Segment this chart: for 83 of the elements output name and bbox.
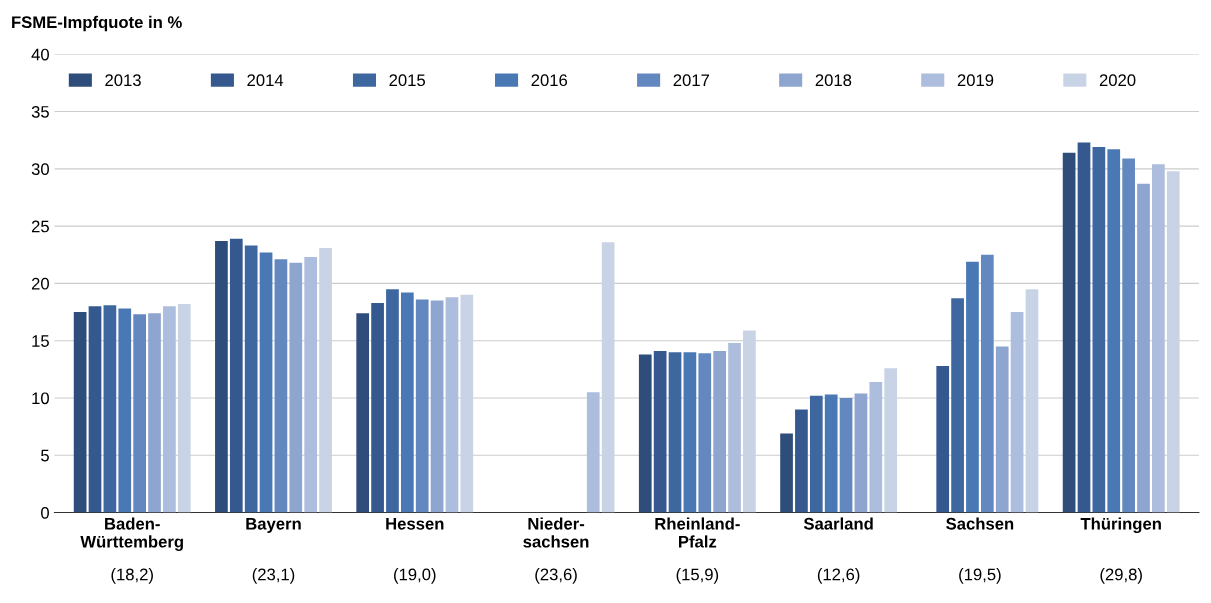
bar: [244, 245, 258, 513]
bar: [88, 306, 102, 513]
bar: [133, 314, 146, 513]
bar: [936, 365, 950, 513]
bar: [1137, 183, 1150, 513]
legend-label: 2014: [247, 74, 284, 87]
bar: [73, 312, 87, 513]
bar: [653, 351, 667, 513]
bar: [274, 259, 288, 513]
bar: [229, 238, 243, 513]
category-label: Bayern (23,1): [246, 518, 301, 584]
legend-label: 2020: [1099, 74, 1136, 87]
y-tick-label: 20: [31, 277, 49, 290]
bar: [1122, 158, 1135, 513]
bar: [980, 254, 994, 513]
category-label: Nieder- sachsen (23,6): [523, 517, 589, 584]
bar: [824, 394, 838, 513]
bar: [1062, 152, 1076, 513]
bar: [103, 305, 117, 513]
bar: [259, 252, 273, 513]
bar: [951, 298, 964, 513]
bar: [1092, 147, 1106, 513]
bar: [1025, 289, 1039, 513]
bar: [430, 300, 444, 513]
category-label: Sachsen (19,5): [946, 517, 1014, 584]
bar: [1152, 164, 1165, 513]
legend-label: 2013: [105, 74, 141, 87]
legend-label: 2015: [389, 74, 426, 87]
bar: [460, 294, 474, 513]
bar: [795, 409, 808, 513]
y-tick-label: 25: [31, 220, 49, 233]
y-tick-label: 15: [32, 335, 49, 347]
bar: [319, 247, 332, 513]
bar: [869, 381, 883, 513]
y-tick-label: 40: [31, 48, 49, 61]
bar: [713, 351, 727, 513]
bar: [148, 313, 161, 513]
bar: [163, 306, 176, 513]
category-label: Hessen (19,0): [386, 518, 444, 584]
bar: [386, 289, 399, 513]
legend-label: 2016: [531, 74, 568, 87]
bar: [177, 304, 191, 513]
bar: [1107, 149, 1121, 513]
bar: [304, 257, 318, 513]
bar: [601, 242, 615, 513]
bar: [371, 302, 384, 513]
bar: [809, 395, 823, 513]
bar: [966, 261, 979, 513]
bar: [1166, 171, 1180, 513]
bar: [668, 352, 682, 513]
y-tick-label: 5: [41, 449, 49, 462]
bar: [995, 346, 1009, 513]
bar: [215, 241, 228, 513]
bar: [698, 353, 712, 513]
category-label: Baden- Württemberg (18,2): [80, 517, 183, 584]
bar: [743, 330, 756, 513]
category-label: Saarland (12,6): [803, 517, 873, 584]
bar: [854, 393, 868, 513]
bar: [884, 368, 898, 513]
y-axis-title: FSME-Impfquote in %: [12, 15, 182, 32]
y-tick-label: 10: [32, 392, 49, 405]
bar: [586, 392, 600, 513]
category-label: Thüringen (29,8): [1080, 517, 1161, 584]
category-label: Rheinland- Pfalz (15,9): [655, 517, 740, 584]
bar: [289, 262, 303, 513]
bar: [415, 299, 429, 513]
bar: [356, 313, 370, 513]
bar: [400, 292, 414, 513]
y-tick-label: 30: [31, 163, 49, 176]
bar: [1077, 142, 1091, 513]
bar: [839, 397, 853, 513]
bar: [683, 352, 697, 513]
legend-label: 2017: [673, 74, 710, 87]
bar: [780, 433, 793, 513]
bar: [445, 297, 459, 513]
legend-label: 2019: [957, 74, 994, 87]
bar: [1010, 312, 1024, 513]
bar: [728, 342, 741, 513]
y-tick-label: 35: [31, 105, 49, 118]
bar: [638, 354, 652, 513]
bar: [118, 308, 132, 513]
y-tick-label: 0: [41, 506, 49, 519]
legend-label: 2018: [815, 74, 852, 87]
